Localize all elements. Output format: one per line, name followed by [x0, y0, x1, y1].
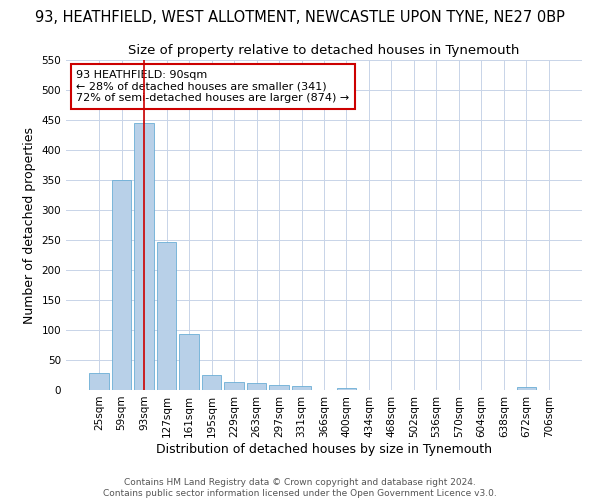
Bar: [134, 123, 154, 390]
Y-axis label: Number of detached properties: Number of detached properties: [23, 126, 36, 324]
Text: 93 HEATHFIELD: 90sqm
← 28% of detached houses are smaller (341)
72% of semi-deta: 93 HEATHFIELD: 90sqm ← 28% of detached h…: [76, 70, 350, 103]
Text: 93, HEATHFIELD, WEST ALLOTMENT, NEWCASTLE UPON TYNE, NE27 0BP: 93, HEATHFIELD, WEST ALLOTMENT, NEWCASTL…: [35, 10, 565, 25]
X-axis label: Distribution of detached houses by size in Tynemouth: Distribution of detached houses by size …: [156, 442, 492, 456]
Bar: [202, 375, 221, 390]
Bar: [179, 334, 199, 390]
Bar: [247, 383, 266, 390]
Text: Contains HM Land Registry data © Crown copyright and database right 2024.
Contai: Contains HM Land Registry data © Crown c…: [103, 478, 497, 498]
Bar: [89, 373, 109, 390]
Bar: [292, 386, 311, 390]
Bar: [337, 388, 356, 390]
Bar: [157, 242, 176, 390]
Bar: [517, 387, 536, 390]
Bar: [224, 382, 244, 390]
Bar: [112, 180, 131, 390]
Title: Size of property relative to detached houses in Tynemouth: Size of property relative to detached ho…: [128, 44, 520, 58]
Bar: [269, 385, 289, 390]
